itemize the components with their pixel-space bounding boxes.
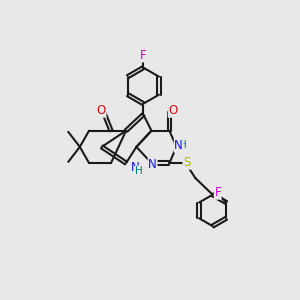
Text: O: O [168, 104, 178, 117]
Text: H: H [179, 140, 187, 150]
Text: S: S [183, 156, 190, 169]
Text: F: F [214, 186, 221, 199]
Text: O: O [97, 104, 106, 117]
Text: N: N [148, 158, 157, 171]
Text: N: N [174, 139, 183, 152]
Text: F: F [140, 49, 147, 62]
Text: H: H [135, 166, 143, 176]
Text: N: N [131, 161, 140, 174]
